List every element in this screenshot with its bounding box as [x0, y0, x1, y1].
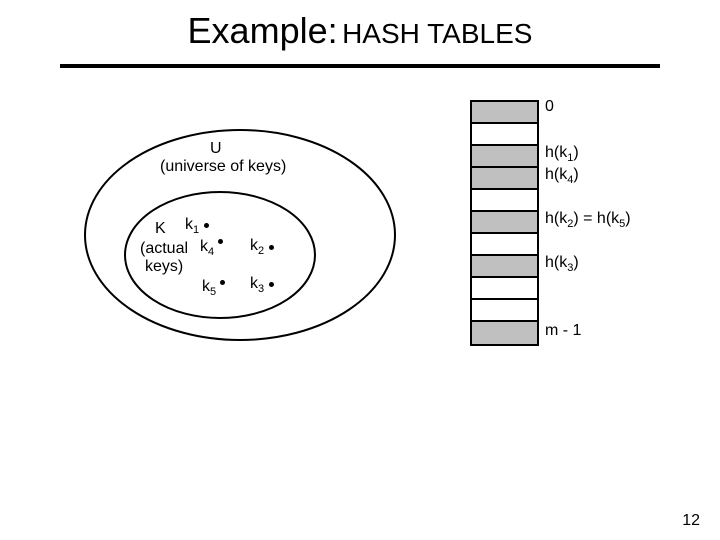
table-row — [472, 256, 537, 278]
label-actual2: keys) — [145, 258, 183, 276]
table-row — [472, 234, 537, 256]
hash-table — [470, 100, 539, 346]
dot-k5 — [220, 280, 225, 285]
slide-title: Example: HASH TABLES — [0, 10, 720, 52]
page-number: 12 — [682, 512, 700, 530]
title-hash: HASH TABLES — [342, 18, 532, 49]
label-k4: k4 — [200, 238, 214, 258]
dot-k4 — [218, 239, 223, 244]
table-row — [472, 300, 537, 322]
table-row — [472, 102, 537, 124]
label-index-0: 0 — [545, 98, 554, 116]
table-row — [472, 322, 537, 344]
label-hk2-hk5: h(k2) = h(k5) — [545, 210, 631, 230]
dot-k2 — [269, 245, 274, 250]
table-row — [472, 212, 537, 234]
dot-k3 — [269, 282, 274, 287]
label-k3: k3 — [250, 275, 264, 295]
label-hk1: h(k1) — [545, 144, 579, 164]
table-row — [472, 278, 537, 300]
table-row — [472, 146, 537, 168]
title-underline — [60, 64, 660, 68]
label-k2: k2 — [250, 237, 264, 257]
label-actual1: (actual — [140, 240, 188, 258]
label-universe-desc: (universe of keys) — [160, 158, 286, 176]
dot-k1 — [204, 223, 209, 228]
label-hk3: h(k3) — [545, 254, 579, 274]
label-K: K — [155, 220, 166, 238]
label-hk4: h(k4) — [545, 166, 579, 186]
label-index-m1: m - 1 — [545, 322, 581, 340]
table-row — [472, 168, 537, 190]
table-row — [472, 190, 537, 212]
universe-diagram: U (universe of keys) K (actual keys) k1 … — [80, 120, 420, 370]
title-example: Example: — [188, 10, 338, 51]
table-row — [472, 124, 537, 146]
label-k1: k1 — [185, 216, 199, 236]
label-k5: k5 — [202, 278, 216, 298]
label-U: U — [210, 140, 222, 158]
